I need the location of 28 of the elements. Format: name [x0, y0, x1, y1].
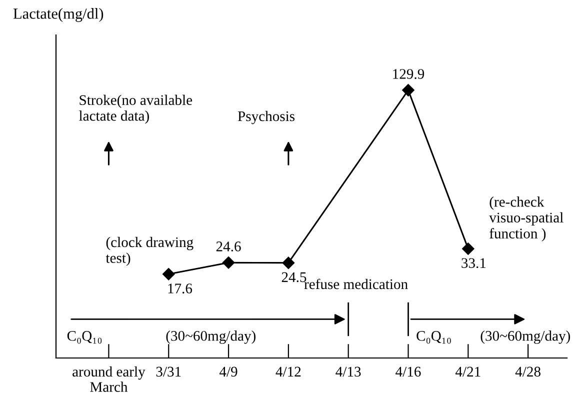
x-tick-label: 3/31 — [156, 366, 181, 377]
data-label: 24.5 — [282, 272, 306, 282]
data-label: 129.9 — [393, 69, 424, 79]
data-label: 24.6 — [216, 242, 241, 252]
x-tick-label: 4/21 — [455, 366, 480, 377]
annotation: Stroke(no available lactate data) — [79, 94, 192, 124]
annotation: (re-check visuo-spatial function ) — [489, 196, 564, 242]
text: (30~60mg/day) — [166, 330, 256, 344]
point — [462, 242, 474, 255]
x-tick-label: 4/16 — [396, 366, 421, 377]
x-tick-label: 4/9 — [219, 366, 238, 377]
data-label: 17.6 — [168, 284, 192, 294]
point — [282, 256, 295, 269]
y-axis-title: Lactate(mg/dl) — [13, 8, 104, 22]
text: (30~60mg/day) — [480, 330, 570, 344]
x-tick-label: around early March — [72, 366, 146, 392]
point — [162, 268, 175, 280]
text: refuse medication — [304, 278, 408, 290]
annotation: Psychosis — [238, 110, 295, 124]
annotation: (clock drawing test) — [106, 236, 194, 266]
x-tick-label: 4/28 — [515, 366, 540, 377]
text: C₀Q₁₀ — [416, 331, 451, 344]
data-label: 33.1 — [462, 258, 486, 268]
text: C₀Q₁₀ — [67, 331, 102, 344]
point — [402, 84, 414, 96]
x-tick-label: 4/12 — [276, 366, 301, 377]
point — [222, 256, 235, 269]
x-tick-label: 4/13 — [336, 366, 361, 377]
